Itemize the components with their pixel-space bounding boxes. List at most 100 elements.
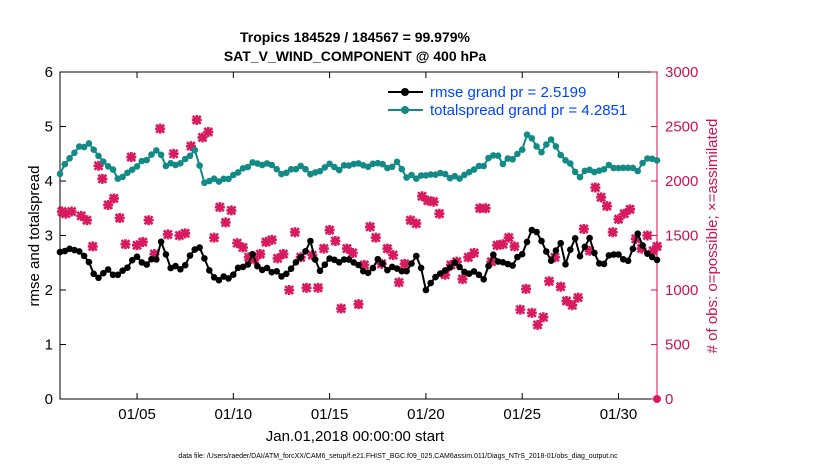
- y-axis-left-label: rmse and totalspread: [26, 166, 43, 307]
- obs-assimilated-point: [555, 281, 566, 292]
- obs-possible-point: [653, 395, 661, 403]
- obs-assimilated-point: [174, 230, 185, 241]
- totalspread-point: [316, 167, 324, 175]
- totalspread-point: [379, 160, 386, 168]
- rmse-point: [128, 256, 136, 264]
- rmse-point: [364, 269, 372, 277]
- totalspread-point: [90, 146, 97, 153]
- chart-subtitle: SAT_V_WIND_COMPONENT @ 400 hPa: [224, 48, 487, 64]
- rmse-point: [547, 257, 555, 265]
- rmse-point: [124, 264, 131, 272]
- totalspread-point: [215, 178, 223, 185]
- legend-totalspread-marker: [401, 106, 409, 114]
- rmse-point: [552, 247, 560, 254]
- obs-assimilated-point: [301, 282, 312, 293]
- obs-assimilated-point: [266, 234, 277, 245]
- obs-assimilated-point: [261, 237, 272, 248]
- rmse-point: [480, 276, 488, 283]
- obs-assimilated-point: [428, 196, 439, 207]
- rmse-point: [610, 251, 617, 258]
- totalspread-point: [71, 149, 78, 157]
- rmse-point: [297, 254, 305, 261]
- totalspread-point: [196, 162, 203, 169]
- rmse-point: [586, 234, 593, 242]
- series-obs-assimilated: [56, 114, 662, 330]
- y-right-tick-label: 500: [665, 337, 690, 354]
- obs-assimilated-point: [532, 319, 543, 330]
- totalspread-point: [393, 158, 401, 166]
- rmse-point: [653, 256, 661, 264]
- footnote: data file: /Users/raeder/DAI/ATM_forcXX/…: [178, 453, 618, 460]
- rmse-point: [162, 251, 170, 258]
- totalspread-point: [143, 156, 150, 164]
- obs-assimilated-point: [162, 229, 173, 240]
- totalspread-point: [461, 171, 468, 179]
- totalspread-point: [552, 143, 560, 150]
- totalspread-point: [615, 164, 622, 172]
- rmse-point: [283, 270, 290, 278]
- obs-assimilated-point: [463, 252, 474, 263]
- obs-assimilated-point: [313, 282, 324, 293]
- totalspread-point: [85, 140, 93, 147]
- obs-assimilated-point: [143, 215, 154, 226]
- totalspread-point: [562, 157, 569, 164]
- obs-assimilated-point: [318, 243, 329, 254]
- obs-assimilated-point: [388, 250, 399, 261]
- rmse-point: [287, 265, 295, 273]
- y-right-tick-label: 0: [665, 391, 673, 408]
- rmse-point: [413, 252, 420, 260]
- obs-assimilated-point: [330, 235, 341, 246]
- totalspread-point: [490, 152, 497, 159]
- rmse-point: [518, 250, 526, 258]
- obs-assimilated-point: [278, 249, 289, 260]
- totalspread-point: [547, 136, 555, 143]
- x-tick-label: 01/05: [118, 406, 156, 423]
- totalspread-point: [283, 169, 290, 177]
- rmse-point: [119, 267, 126, 275]
- chart-title: Tropics 184529 / 184567 = 99.979%: [240, 29, 471, 45]
- rmse-point: [109, 271, 117, 279]
- obs-assimilated-point: [434, 208, 445, 219]
- totalspread-point: [128, 166, 136, 173]
- rmse-point: [133, 253, 141, 260]
- totalspread-point: [157, 151, 165, 159]
- totalspread-point: [629, 164, 637, 172]
- rmse-point: [254, 262, 261, 270]
- obs-assimilated-point: [126, 152, 137, 163]
- obs-assimilated-point: [578, 223, 589, 234]
- x-tick-label: 01/30: [600, 406, 638, 423]
- totalspread-point: [624, 164, 632, 172]
- rmse-point: [186, 252, 194, 259]
- y-left-tick-label: 0: [45, 391, 53, 408]
- obs-assimilated-point: [457, 274, 468, 285]
- totalspread-point: [543, 141, 550, 148]
- totalspread-point: [456, 175, 463, 182]
- obs-assimilated-point: [232, 238, 243, 249]
- rmse-point: [355, 261, 362, 269]
- totalspread-point: [639, 159, 646, 167]
- y-right-tick-label: 1500: [665, 228, 698, 245]
- totalspread-point: [186, 152, 194, 160]
- rmse-point: [571, 235, 579, 242]
- rmse-point: [543, 248, 550, 255]
- obs-assimilated-point: [289, 227, 300, 238]
- rmse-point: [379, 260, 386, 267]
- rmse-point: [196, 244, 203, 251]
- obs-assimilated-point: [596, 192, 607, 203]
- rmse-point: [177, 266, 184, 273]
- obs-assimilated-point: [108, 193, 119, 204]
- rmse-point: [644, 250, 651, 257]
- rmse-point: [104, 266, 112, 273]
- series-totalspread: [56, 131, 661, 187]
- totalspread-point: [388, 163, 396, 171]
- legend: rmse grand pr = 2.5199 totalspread grand…: [388, 84, 627, 119]
- legend-rmse-marker: [401, 88, 409, 96]
- totalspread-point: [162, 162, 170, 170]
- totalspread-point: [600, 166, 608, 173]
- totalspread-point: [634, 167, 641, 175]
- rmse-point: [153, 256, 160, 263]
- totalspread-point: [335, 166, 343, 174]
- obs-assimilated-point: [120, 239, 131, 250]
- rmse-point: [345, 256, 353, 263]
- obs-assimilated-point: [480, 203, 491, 214]
